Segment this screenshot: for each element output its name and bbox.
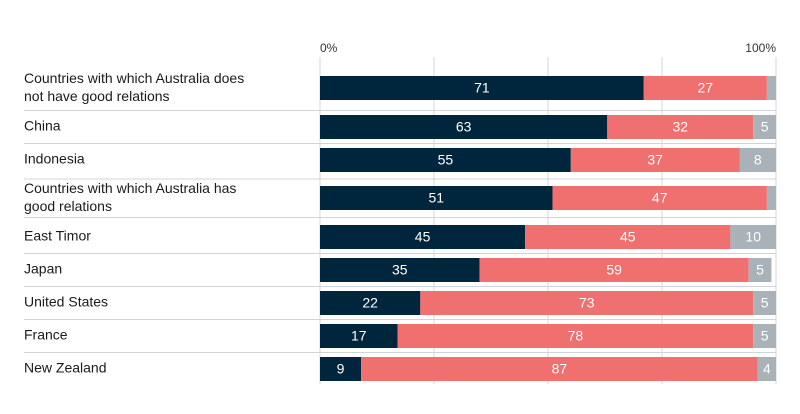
bar-value-label: 9: [337, 361, 345, 377]
bar-segment: [730, 225, 776, 249]
row-label-line: good relations: [24, 198, 112, 214]
bar-value-label: 73: [579, 295, 595, 311]
bar-value-label: 27: [698, 80, 714, 96]
bar-value-label: 4: [763, 361, 771, 377]
row-label: Japan: [24, 261, 62, 277]
row-label-line: Countries with which Australia does: [24, 70, 244, 86]
bar-segment: [420, 291, 754, 315]
bar-segment: [320, 291, 421, 315]
axis-tick-label: 100%: [745, 41, 776, 55]
bar-value-label: 10: [745, 229, 761, 245]
bar-segment: [753, 115, 776, 139]
bar-value-label: 63: [456, 119, 472, 135]
row-label: China: [24, 118, 61, 134]
bar-segment: [739, 148, 776, 172]
bar-segment: [320, 225, 526, 249]
bar-segment: [570, 148, 740, 172]
row-label: Countries with which Australia has good r…: [24, 180, 236, 214]
bar-segment: [766, 76, 776, 100]
row-label: Countries with which Australia does not h…: [24, 70, 244, 104]
bar-value-label: 51: [428, 190, 444, 206]
bar-segment: [320, 357, 362, 381]
bar-value-label: 87: [552, 361, 568, 377]
bar-value-label: 78: [568, 328, 584, 344]
axis-tick-label: 0%: [320, 41, 338, 55]
bar-value-label: 5: [761, 328, 769, 344]
bar-value-label: 17: [351, 328, 367, 344]
bar-value-label: 5: [761, 119, 769, 135]
bar-value-label: 5: [756, 262, 764, 278]
bar-value-label: 55: [438, 152, 454, 168]
row-label-line: Countries with which Australia has: [24, 180, 236, 196]
bar-segment: [748, 258, 772, 282]
bar-segment: [757, 357, 776, 381]
bar-value-label: 5: [761, 295, 769, 311]
bar-segment: [753, 324, 776, 348]
bar-segment: [320, 324, 398, 348]
bar-segment: [320, 258, 480, 282]
bar-value-label: 45: [415, 229, 431, 245]
bar-value-label: 37: [647, 152, 663, 168]
bar-segment: [552, 186, 767, 210]
bar-segment: [753, 291, 776, 315]
bar-segment: [607, 115, 754, 139]
row-label: East Timor: [24, 228, 91, 244]
bar-value-label: 22: [362, 295, 378, 311]
bar-value-label: 47: [652, 190, 668, 206]
bar-segment: [320, 148, 571, 172]
bar-segment: [525, 225, 731, 249]
row-label: New Zealand: [24, 360, 107, 376]
row-label-line: not have good relations: [24, 88, 170, 104]
bar-value-label: 59: [606, 262, 622, 278]
bar-segment: [766, 186, 776, 210]
bar-segment: [320, 186, 553, 210]
bar-value-label: 35: [392, 262, 408, 278]
bar-value-label: 32: [672, 119, 688, 135]
bar-segment: [361, 357, 758, 381]
row-label: Indonesia: [24, 151, 85, 167]
row-label: United States: [24, 294, 108, 310]
row-label: France: [24, 327, 68, 343]
bar-value-label: 45: [620, 229, 636, 245]
bar-segment: [320, 76, 644, 100]
bar-value-label: 71: [474, 80, 490, 96]
bar-segment: [479, 258, 749, 282]
bar-value-label: 8: [754, 152, 762, 168]
bar-segment: [320, 115, 608, 139]
bar-segment: [643, 76, 767, 100]
bar-segment: [397, 324, 754, 348]
